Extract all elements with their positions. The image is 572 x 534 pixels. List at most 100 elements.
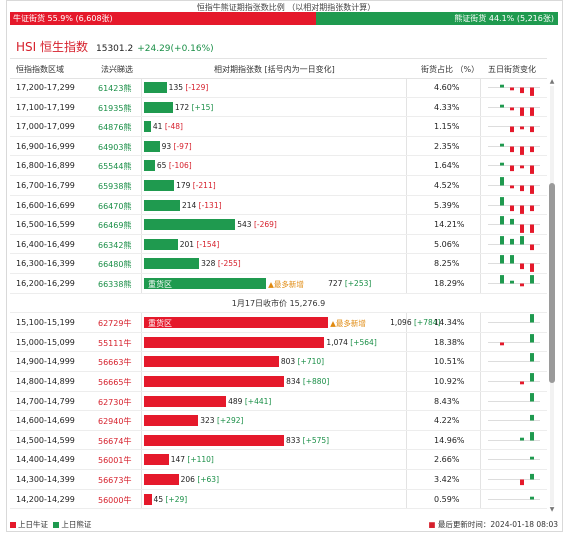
table-row[interactable]: 17,000-17,099 64876熊 41 [-48] 1.15%	[10, 117, 547, 137]
contracts-value: 833 [+575]	[286, 436, 329, 445]
contracts-value: 803 [+710]	[281, 357, 324, 366]
column-divider	[406, 195, 407, 215]
street-code-link[interactable]: 56674牛	[98, 436, 132, 446]
street-code-link[interactable]: 64903熊	[98, 142, 132, 152]
contracts-value: 65 [-106]	[157, 161, 192, 170]
table-row[interactable]: 17,100-17,199 61935熊 172 [+15] 4.33%	[10, 97, 547, 118]
contracts-bar	[144, 278, 267, 289]
table-row[interactable]: 16,900-16,999 64903熊 93 [-97] 2.35%	[10, 136, 547, 157]
street-code-link[interactable]: 64876熊	[98, 123, 132, 133]
street-code-link[interactable]: 55111牛	[98, 338, 132, 348]
contracts-bar	[144, 336, 325, 348]
contracts-number: 201	[179, 239, 195, 249]
table-body[interactable]: 17,200-17,299 61423熊 135 [-129] 4.60% 17,100…	[10, 78, 547, 514]
contracts-value: 727 [+253]	[328, 279, 371, 288]
street-code-link[interactable]: 61935熊	[98, 103, 132, 113]
sparkline-bar	[520, 263, 524, 270]
column-divider	[480, 352, 481, 371]
sparkline-bar	[510, 238, 514, 245]
table-row[interactable]: 14,800-14,899 56665牛 834 [+880] 10.92%	[10, 372, 547, 392]
street-code-link[interactable]: 56001牛	[98, 456, 132, 466]
scroll-down-arrow-icon[interactable]: ▼	[549, 506, 555, 513]
range-cell: 16,300-16,399	[16, 259, 75, 269]
street-code-link[interactable]: 61423熊	[98, 84, 132, 93]
street-code-link[interactable]: 56663牛	[98, 358, 132, 368]
table-row[interactable]: 16,200-16,299 66338熊 重货区 ▲最多新增 727 [+253] 18.…	[10, 274, 547, 294]
bull-legend-swatch	[10, 522, 16, 528]
contracts-change: [+29]	[165, 494, 188, 504]
table-row[interactable]: 16,300-16,399 66480熊 328 [-255] 8.25%	[10, 254, 547, 274]
street-code-link[interactable]: 62940牛	[98, 417, 132, 427]
bull-legend-label: 上日牛证	[18, 520, 48, 529]
contracts-number: 179	[176, 181, 191, 190]
street-code-link[interactable]: 66469熊	[98, 221, 132, 231]
table-row[interactable]: 14,500-14,599 56674牛 833 [+575] 14.96%	[10, 430, 547, 451]
street-pct-cell: 8.25%	[434, 259, 460, 269]
contracts-number: 1,074	[326, 337, 348, 347]
street-pct-cell: 2.66%	[434, 455, 460, 465]
street-code-link[interactable]: 62729牛	[98, 319, 132, 329]
street-code-link[interactable]: 56673牛	[98, 476, 132, 485]
contracts-change: [-255]	[217, 259, 241, 269]
table-row[interactable]: 15,000-15,099 55111牛 1,074 [+564] 18.38%	[10, 332, 547, 353]
vertical-scrollbar[interactable]: ▲ ▼	[548, 78, 556, 514]
range-cell: 16,400-16,499	[16, 239, 75, 249]
contracts-number: 323	[200, 416, 215, 426]
street-code-link[interactable]: 65938熊	[98, 182, 132, 191]
range-cell: 14,700-14,799	[16, 396, 75, 406]
contracts-bar	[144, 180, 175, 191]
index-name[interactable]: HSI 恒生指数	[16, 40, 88, 54]
range-cell: 15,000-15,099	[16, 337, 75, 347]
table-row[interactable]: 16,400-16,499 66342熊 201 [-154] 5.06%	[10, 234, 547, 255]
street-code-link[interactable]: 62730牛	[98, 397, 132, 407]
street-code-link[interactable]: 66342熊	[98, 240, 132, 250]
table-row[interactable]: 14,300-14,399 56673牛 206 [+63] 3.42%	[10, 470, 547, 490]
table-row[interactable]: 16,600-16,699 66470熊 214 [-131] 5.39%	[10, 195, 547, 216]
street-code-link[interactable]: 66470熊	[98, 201, 132, 211]
last-updated-label: 最后更新时间：	[437, 520, 491, 529]
five-day-trend-sparkline	[488, 104, 540, 116]
table-row[interactable]: 15,100-15,199 62729牛 重货区 ▲最多新增 1,096 [+784] 1…	[10, 313, 547, 333]
scrollbar-thumb[interactable]	[549, 183, 555, 383]
street-code-link[interactable]: 56665牛	[98, 378, 132, 387]
table-row[interactable]: 16,800-16,899 65544熊 65 [-106] 1.64%	[10, 156, 547, 176]
contracts-number: 172	[174, 102, 190, 112]
contracts-value: 214 [-131]	[182, 201, 222, 210]
range-cell: 16,200-16,299	[16, 279, 75, 288]
five-day-trend-sparkline	[488, 196, 540, 214]
sparkline-bar	[530, 185, 534, 194]
five-day-trend-sparkline	[488, 373, 540, 385]
contracts-value: 489 [+441]	[228, 397, 271, 406]
sparkline-bar	[530, 263, 534, 273]
street-code-link[interactable]: 66480熊	[98, 260, 132, 270]
column-divider	[406, 470, 407, 489]
table-row[interactable]: 14,200-14,299 56000牛 45 [+29] 0.59%	[10, 489, 547, 510]
table-row[interactable]: 14,900-14,999 56663牛 803 [+710] 10.51%	[10, 352, 547, 372]
table-row[interactable]: 16,700-16,799 65938熊 179 [-211] 4.52%	[10, 176, 547, 196]
sparkline-bar	[520, 146, 524, 155]
contracts-bar	[144, 238, 178, 250]
column-divider	[141, 136, 142, 156]
street-code-link[interactable]: 65544熊	[98, 162, 132, 172]
column-divider	[480, 176, 481, 195]
contracts-change: [-269]	[253, 220, 277, 230]
street-code-link[interactable]: 56000牛	[98, 495, 132, 505]
bear-legend-swatch	[53, 522, 60, 528]
sparkline-bar	[500, 84, 504, 88]
sparkline-bar	[500, 177, 504, 186]
table-row[interactable]: 14,600-14,699 62940牛 323 [+292] 4.22%	[10, 411, 547, 431]
table-row[interactable]: 14,400-14,499 56001牛 147 [+110] 2.66%	[10, 450, 547, 470]
column-divider	[480, 234, 481, 254]
column-divider	[480, 372, 481, 391]
column-divider	[406, 352, 407, 371]
street-pct-cell: 10.92%	[434, 377, 465, 386]
contracts-bar	[144, 317, 329, 329]
table-row[interactable]: 16,500-16,599 66469熊 543 [-269] 14.21%	[10, 215, 547, 235]
table-row[interactable]: 17,200-17,299 61423熊 135 [-129] 4.60%	[10, 78, 547, 98]
scroll-up-arrow-icon[interactable]: ▲	[549, 78, 555, 85]
contracts-change: [-131]	[198, 200, 222, 210]
street-code-link[interactable]: 66338熊	[98, 280, 132, 289]
table-row[interactable]: 14,700-14,799 62730牛 489 [+441] 8.43%	[10, 391, 547, 412]
sparkline-bar	[510, 280, 514, 284]
contracts-bar	[144, 356, 279, 368]
